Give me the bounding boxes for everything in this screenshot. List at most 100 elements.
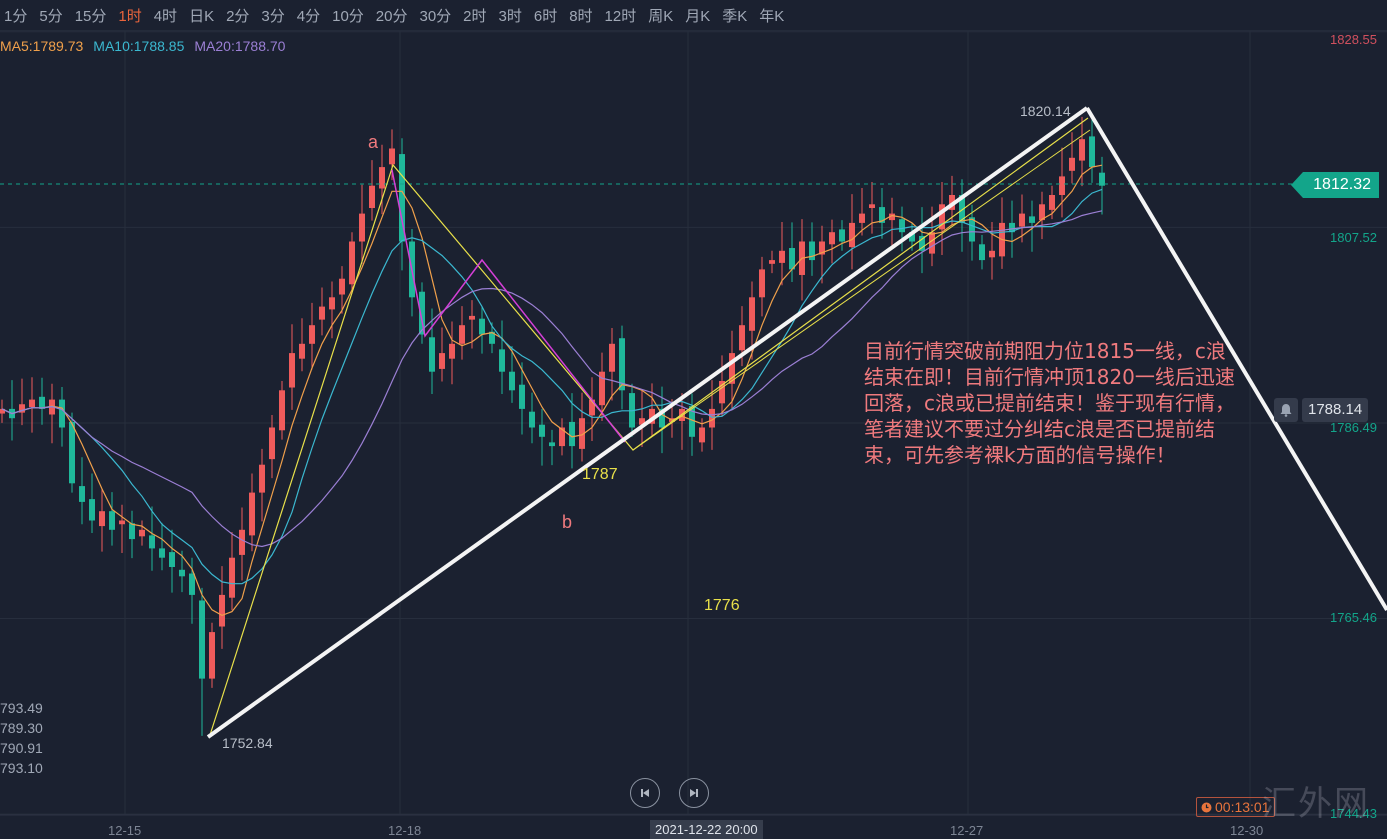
- ma20-value: MA20:1788.70: [194, 38, 286, 54]
- candle-body: [319, 306, 325, 320]
- interval-tab[interactable]: 3分: [261, 7, 285, 25]
- crosshair-time: 2021-12-22 20:00: [650, 820, 763, 839]
- interval-toolbar: 1分 5分 15分 1时 4时 日K 2分 3分 4分 10分 20分 30分 2时 3时 6时 8时 12时周…: [0, 0, 1387, 31]
- interval-tab[interactable]: 月K: [685, 7, 711, 25]
- candle-body: [549, 442, 555, 447]
- candle-body: [589, 399, 595, 416]
- interval-tab[interactable]: 8时: [569, 7, 593, 25]
- interval-tab[interactable]: 4时: [153, 7, 178, 25]
- candle-body: [379, 167, 385, 189]
- side-value: 789.30: [0, 720, 43, 736]
- interval-tab[interactable]: 年K: [759, 7, 785, 25]
- candle-body: [1039, 204, 1045, 221]
- candle-body: [509, 371, 515, 391]
- y-tick: 1765.46: [1330, 610, 1377, 625]
- yellow-wave-line[interactable]: [209, 117, 1089, 736]
- candle-body: [909, 232, 915, 242]
- interval-tab[interactable]: 30分: [419, 7, 452, 25]
- interval-tab[interactable]: 周K: [648, 7, 674, 25]
- candle-body: [59, 399, 65, 428]
- scroll-start-button[interactable]: [630, 778, 660, 808]
- candle-body: [89, 499, 95, 521]
- ma-legend: MA5:1789.73 MA10:1788.85 MA20:1788.70: [0, 38, 285, 54]
- candle-body: [779, 250, 785, 263]
- scroll-end-button[interactable]: [679, 778, 709, 808]
- candle-body: [179, 569, 185, 577]
- wave-drawings[interactable]: [206, 106, 1387, 739]
- candle-body: [849, 222, 855, 248]
- bell-icon[interactable]: [1274, 398, 1298, 422]
- ma5-value: MA5:1789.73: [0, 38, 84, 54]
- candle-body: [369, 185, 375, 209]
- candle-body: [419, 291, 425, 335]
- candle-body: [169, 552, 175, 568]
- interval-tab[interactable]: 2时: [463, 7, 487, 25]
- candle-body: [539, 424, 545, 437]
- candle-body: [989, 250, 995, 258]
- price-alert[interactable]: 1788.14: [1274, 398, 1369, 422]
- interval-tab[interactable]: 5分: [39, 7, 63, 25]
- candle-body: [749, 297, 755, 331]
- candle-body: [189, 573, 195, 595]
- candle-body: [399, 154, 405, 242]
- interval-tab[interactable]: 12时: [604, 7, 637, 25]
- candle-body: [1009, 222, 1015, 233]
- candle-body: [109, 511, 115, 530]
- y-tick: 1786.49: [1330, 420, 1377, 435]
- candle-body: [159, 548, 165, 558]
- candle-body: [659, 408, 665, 428]
- candle-body: [19, 404, 25, 413]
- candle-body: [689, 406, 695, 437]
- side-value: 793.49: [0, 700, 43, 716]
- candle-body: [449, 343, 455, 359]
- watermark-logo: 汇外网: [1262, 784, 1370, 824]
- interval-tab[interactable]: 20分: [375, 7, 408, 25]
- wave-b-label: b: [562, 512, 573, 532]
- candle-body: [389, 148, 395, 165]
- candle-body: [439, 353, 445, 369]
- interval-tab[interactable]: 1时: [118, 7, 142, 25]
- ma10-value: MA10:1788.85: [93, 38, 185, 54]
- yellow-channel-line[interactable]: [632, 129, 1091, 451]
- interval-tab[interactable]: 10分: [332, 7, 364, 25]
- candle-body: [99, 511, 105, 527]
- candle-body: [859, 213, 865, 223]
- candle-body: [639, 418, 645, 425]
- interval-tab[interactable]: 6时: [533, 7, 558, 25]
- candle-body: [1089, 136, 1095, 168]
- candle-body: [219, 594, 225, 627]
- x-tick: 12-18: [388, 823, 422, 838]
- white-trend-line-down[interactable]: [1085, 106, 1387, 612]
- candle-body: [839, 229, 845, 242]
- alert-price[interactable]: 1788.14: [1302, 398, 1369, 422]
- candle-body: [339, 278, 345, 295]
- interval-tab[interactable]: 1分: [4, 7, 28, 25]
- candle-body: [899, 219, 905, 233]
- candle-body: [529, 411, 535, 428]
- magenta-wave-line[interactable]: [391, 169, 626, 443]
- white-trend-line-up[interactable]: [206, 106, 1089, 739]
- candle-body: [979, 244, 985, 261]
- candle-body: [559, 427, 565, 447]
- interval-tab[interactable]: 15分: [74, 7, 107, 25]
- interval-tab[interactable]: 3时: [498, 7, 522, 25]
- wave-a-label: a: [368, 132, 379, 152]
- candle-body: [699, 427, 705, 443]
- candle-body: [249, 492, 255, 536]
- candle-body: [829, 232, 835, 245]
- interval-tab[interactable]: 4分: [296, 7, 321, 25]
- interval-tab[interactable]: 2分: [226, 7, 250, 25]
- skip-back-icon: [641, 789, 649, 797]
- candle-body: [729, 353, 735, 384]
- candle-body: [569, 421, 575, 447]
- candle-body: [739, 325, 745, 351]
- interval-tab[interactable]: 季K: [722, 7, 748, 25]
- candle-body: [519, 384, 525, 409]
- candle-body: [769, 260, 775, 264]
- candle-body: [39, 396, 45, 409]
- candle-body: [349, 241, 355, 285]
- interval-tab[interactable]: 日K: [189, 7, 215, 25]
- candle-body: [289, 353, 295, 388]
- candle-body: [79, 486, 85, 502]
